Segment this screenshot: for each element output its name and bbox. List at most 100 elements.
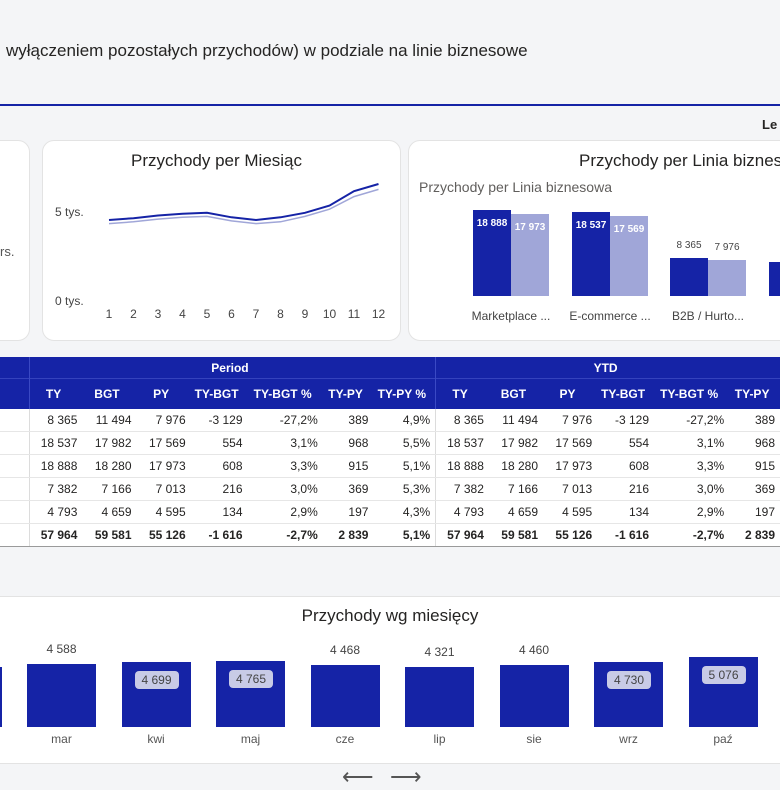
table-cell: 7 382 (435, 477, 489, 501)
table-row[interactable]: 8 365 11 494 7 976 -3 129 -27,2% 389 4,9% 8 365… (0, 409, 780, 432)
data-label: 7 976 (714, 241, 740, 253)
table-cell: 18 280 (82, 454, 137, 478)
table-cell: 3,3% (654, 454, 730, 478)
bar-ty[interactable] (473, 210, 511, 296)
column-header[interactable]: BGT (488, 378, 543, 409)
bar-ty[interactable] (572, 211, 610, 296)
column-header[interactable]: TY-PY (322, 378, 374, 409)
bar-py[interactable] (708, 259, 746, 296)
table-cell: 17 982 (488, 431, 543, 455)
table-cell: 7 976 (543, 409, 598, 432)
category-label: Marketplace ... (471, 309, 551, 323)
table-cell: 554 (597, 431, 655, 455)
month-bar[interactable] (405, 667, 474, 727)
month-label: mar (51, 732, 72, 746)
table-cell: 2 839 (729, 523, 780, 547)
table-cell: 3,1% (247, 431, 323, 455)
table-cell: 389 (322, 409, 374, 432)
column-header[interactable]: TY (435, 378, 489, 409)
data-label: 5 076 (701, 666, 746, 684)
table-cell: 18 537 (28, 431, 83, 455)
month-bar[interactable] (27, 663, 96, 727)
data-label: 4 460 (518, 643, 550, 658)
month-bar[interactable] (499, 665, 569, 727)
next-page-arrow-icon[interactable]: ⟶ (390, 764, 422, 789)
table-cell: 4,9% (373, 409, 436, 432)
month-bar[interactable] (310, 665, 380, 727)
table-cell: -2,7% (654, 523, 730, 547)
table-row[interactable]: 18 888 18 280 17 973 608 3,3% 915 5,1% 18 888 18… (0, 454, 780, 478)
table-group-header: Period YTD (0, 357, 780, 379)
column-header[interactable]: TY-BGT % (247, 378, 323, 409)
bar-ty[interactable] (769, 262, 780, 296)
card-title: Przychody wg miesięcy (301, 606, 479, 625)
group-ytd: YTD (435, 357, 780, 379)
data-label: 7 (769, 244, 780, 255)
table-cell: 4 659 (82, 500, 137, 524)
column-header[interactable]: TY-PY (729, 378, 780, 409)
table-row[interactable]: 7 382 7 166 7 013 216 3,0% 369 5,3% 7 382 7 166 7… (0, 477, 780, 501)
table-cell: 4 659 (488, 500, 543, 524)
x-tick: 2 (130, 307, 137, 321)
table-cell: 17 569 (136, 431, 191, 455)
card-title: Przychody per Linia biznesowa (579, 151, 780, 170)
table-cell: -1 616 (190, 523, 248, 547)
column-header[interactable]: PY (136, 378, 191, 409)
table-cell: -27,2% (654, 409, 730, 432)
table-cell: 5,1% (373, 454, 436, 478)
data-label: 8 365 (676, 239, 702, 251)
group-period: Period (28, 357, 436, 379)
table-cell: 55 126 (136, 523, 191, 547)
table-row[interactable]: 57 964 59 581 55 126 -1 616 -2,7% 2 839 5,1% 57… (0, 523, 780, 547)
revenue-per-business-line-card[interactable]: Przychody per Linia biznesowa Przychody … (408, 140, 780, 341)
table-cell: 7 013 (136, 477, 191, 501)
table-cell: 4 793 (28, 500, 83, 524)
data-label: 17 569 (613, 224, 645, 235)
revenue-table: Period YTD TY BGT PY TY-BGT TY-BGT % TY-PY TY-… (0, 357, 780, 547)
table-cell: 7 166 (82, 477, 137, 501)
column-header[interactable]: TY-PY % (373, 378, 436, 409)
prev-page-arrow-icon[interactable]: ⟵ (342, 764, 374, 789)
table-row[interactable]: 18 537 17 982 17 569 554 3,1% 968 5,5% 18 537 17… (0, 431, 780, 455)
bar-py[interactable] (511, 214, 549, 296)
x-tick: 6 (228, 307, 235, 321)
column-header[interactable]: TY (28, 378, 83, 409)
table-cell: 4 595 (136, 500, 191, 524)
table-cell: 134 (190, 500, 248, 524)
category-label: E-commerce ... (569, 309, 651, 323)
x-tick: 7 (252, 307, 260, 321)
page-title: wyłączeniem pozostałych przychodów) w po… (6, 41, 528, 60)
table-cell: 2,9% (247, 500, 323, 524)
table-cell: 2,9% (654, 500, 730, 524)
column-header[interactable]: TY-BGT % (654, 378, 730, 409)
table-cell: 197 (322, 500, 374, 524)
table-cell: 59 581 (488, 523, 543, 547)
table-cell: 18 888 (435, 454, 489, 478)
month-label: maj (240, 732, 261, 746)
data-label: 17 973 (514, 222, 546, 234)
column-header[interactable]: TY-BGT (597, 378, 655, 409)
table-cell: 4 595 (543, 500, 598, 524)
y-tick: 5 tys. (55, 205, 84, 219)
series-line-0 (108, 183, 379, 222)
column-header[interactable]: PY (543, 378, 598, 409)
line-chart (108, 183, 379, 225)
table-cell: 3,1% (654, 431, 730, 455)
column-header[interactable]: BGT (82, 378, 137, 409)
data-label: 18 537 (575, 219, 607, 231)
table-cell: 55 126 (543, 523, 598, 547)
month-label: wrz (619, 732, 638, 746)
column-header[interactable]: TY-BGT (190, 378, 248, 409)
bar-ty[interactable] (670, 257, 708, 296)
table-cell: 5,3% (373, 477, 436, 501)
table-row[interactable]: 4 793 4 659 4 595 134 2,9% 197 4,3% 4 793 4 659 4… (0, 500, 780, 524)
legend-label: Le (762, 117, 778, 132)
table-cell: 608 (597, 454, 655, 478)
table-cell: -2,7% (247, 523, 323, 547)
table-cell: 17 973 (136, 454, 191, 478)
table-cell: 554 (190, 431, 248, 455)
table-column-header: TY BGT PY TY-BGT TY-BGT % TY-PY TY-PY % TY BGT PY… (0, 378, 780, 409)
x-tick: 3 (154, 307, 162, 321)
bar-py[interactable] (610, 216, 648, 296)
